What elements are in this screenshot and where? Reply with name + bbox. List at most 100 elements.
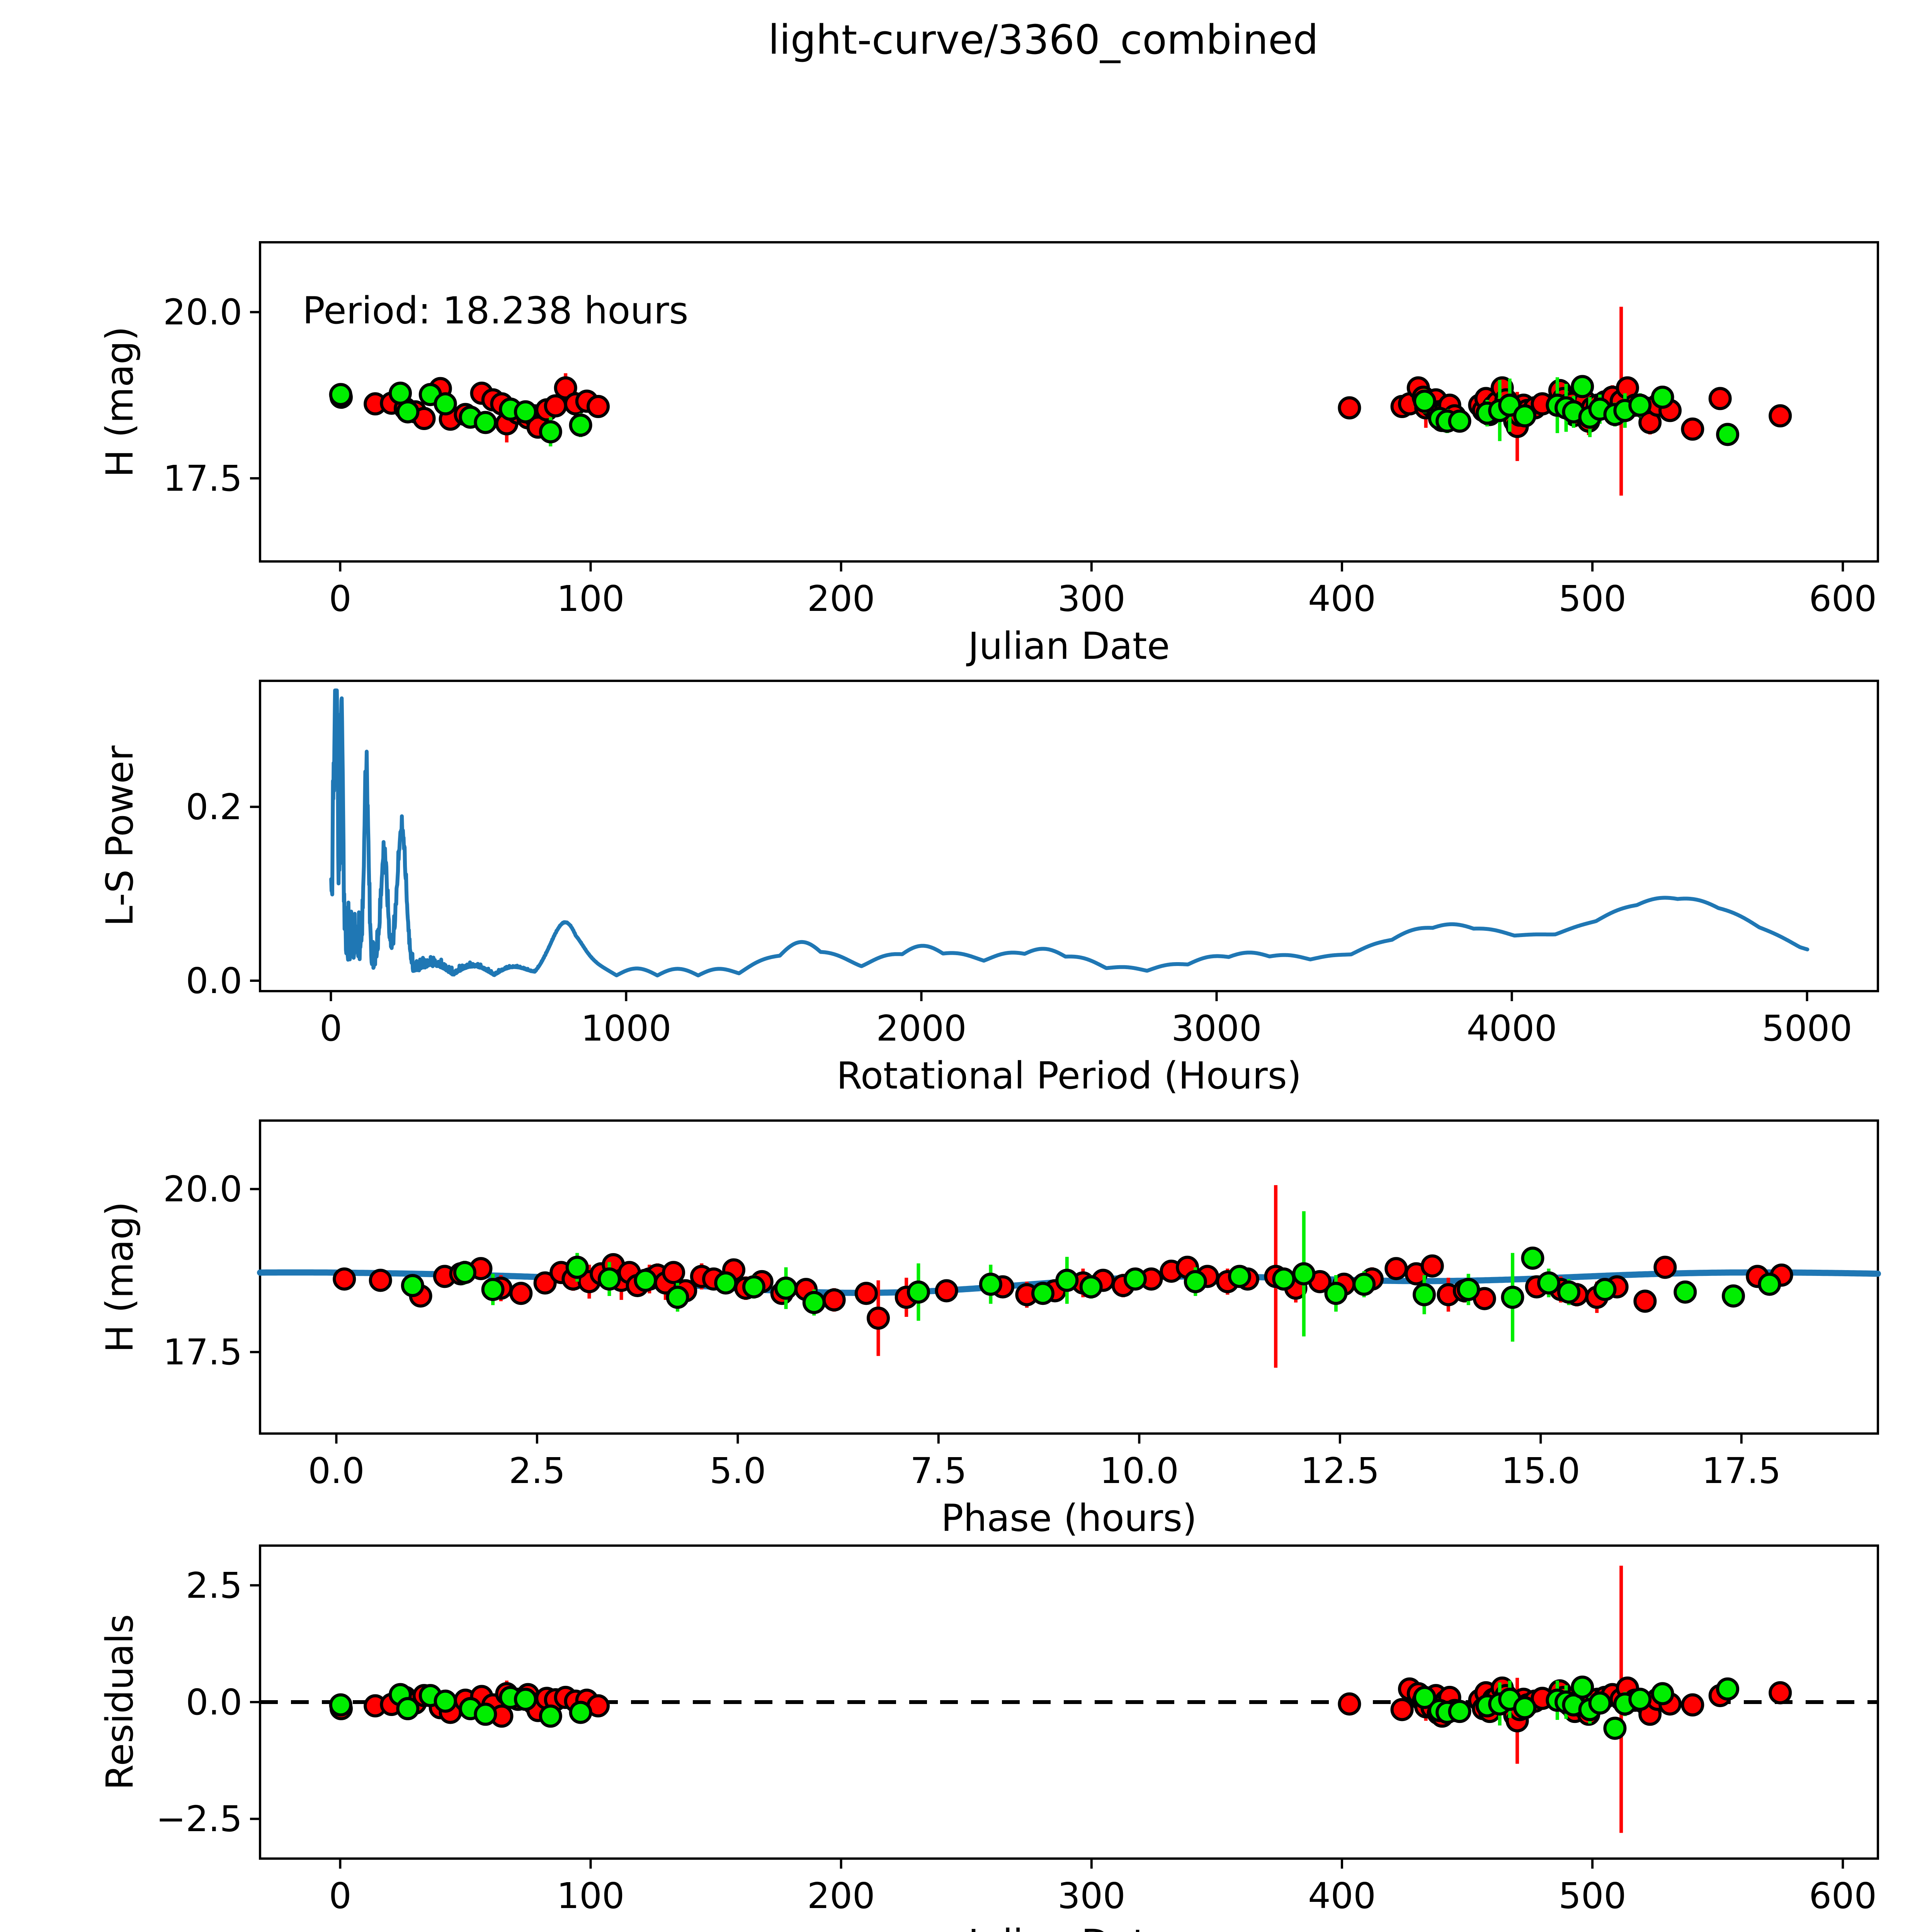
data-point (1390, 1698, 1414, 1721)
data-point (434, 392, 457, 416)
data-point (474, 411, 497, 434)
data-point (1272, 1267, 1296, 1291)
x-tick-label: 0 (320, 1008, 342, 1049)
series-green-band (329, 1675, 1740, 1740)
x-tick-label: 0.0 (308, 1450, 364, 1492)
x-tick-label: 7.5 (910, 1450, 967, 1492)
data-point (333, 1267, 356, 1291)
data-point (434, 1689, 457, 1713)
data-point (533, 1271, 557, 1295)
panel-phasefold: 0.0 2.5 5.0 7.5 10.0 12.5 15.0 17.5 Phase (hours… (98, 1119, 1881, 1540)
data-point (1413, 1685, 1436, 1709)
x-axis-label: Julian Date (966, 1922, 1170, 1932)
y-tick-label: 17.5 (163, 458, 242, 499)
x-tick-label: 0 (329, 578, 352, 619)
data-point (854, 1282, 878, 1305)
data-point (539, 420, 562, 444)
data-point (1571, 375, 1594, 398)
data-point (1184, 1270, 1207, 1293)
data-point (569, 1701, 592, 1724)
data-point (1537, 1271, 1561, 1295)
data-point (329, 383, 352, 406)
period-annotation: Period: 18.238 hours (303, 289, 689, 332)
panel-lightcurve: 0 100 200 300 400 500 600 Julian Date 20.0 17.5 H … (98, 241, 1879, 668)
y-axis-label: L-S Power (98, 745, 141, 927)
y-tick-label: 20.0 (163, 292, 242, 333)
data-point (481, 1278, 505, 1301)
x-tick-label: 300 (1058, 578, 1126, 619)
data-point (1588, 1691, 1612, 1715)
data-point (1681, 1693, 1704, 1717)
x-tick-label: 400 (1308, 1875, 1376, 1917)
data-point (1413, 389, 1436, 413)
data-point (1338, 1692, 1361, 1716)
y-tick-label: 0.0 (186, 1682, 242, 1723)
data-point (662, 1261, 685, 1284)
data-point (514, 400, 537, 423)
data-point (1079, 1275, 1103, 1299)
periodogram-line (329, 688, 1810, 978)
panel-lightcurve-frame (259, 241, 1879, 563)
data-point (1571, 1675, 1594, 1699)
data-point (1513, 1696, 1537, 1719)
data-point (1708, 387, 1732, 410)
x-tick-label: 100 (557, 1875, 625, 1917)
data-point (565, 1255, 589, 1279)
data-point (396, 1697, 420, 1720)
data-point (1448, 1700, 1471, 1723)
data-point (369, 1269, 392, 1292)
data-point (1716, 423, 1740, 446)
data-point (714, 1271, 738, 1295)
data-point (1055, 1269, 1079, 1292)
x-tick-label: 600 (1809, 1875, 1877, 1917)
data-point (1769, 404, 1792, 428)
panel-periodogram: 0 1000 2000 3000 4000 5000 Rotational Period (… (98, 680, 1879, 1097)
x-tick-label: 100 (557, 578, 625, 619)
data-point (1501, 1286, 1524, 1309)
data-point (1721, 1284, 1745, 1308)
data-point (935, 1279, 958, 1303)
x-tick-label: 5.0 (709, 1450, 766, 1492)
x-tick-label: 12.5 (1300, 1450, 1379, 1492)
y-tick-label: 17.5 (163, 1332, 242, 1373)
x-tick-label: 500 (1558, 1875, 1626, 1917)
data-point (539, 1704, 562, 1728)
x-tick-label: 300 (1058, 1875, 1126, 1917)
data-point (1352, 1272, 1376, 1296)
data-point (802, 1291, 826, 1314)
y-axis-label: Residuals (98, 1614, 141, 1790)
x-tick-label: 1000 (581, 1008, 671, 1049)
data-point (634, 1269, 657, 1292)
x-tick-label: 4000 (1467, 1008, 1557, 1049)
data-point (514, 1687, 537, 1711)
data-point (866, 1306, 890, 1330)
data-point (1031, 1282, 1054, 1305)
series-green-band (401, 1211, 1781, 1342)
data-point (1653, 1255, 1677, 1279)
data-point (1338, 396, 1361, 420)
data-point (1758, 1272, 1781, 1296)
data-point (1603, 1716, 1627, 1740)
data-point (1628, 1687, 1652, 1711)
x-tick-label: 400 (1308, 578, 1376, 619)
data-point (1716, 1677, 1740, 1701)
data-point (1412, 1283, 1436, 1306)
x-axis-label: Julian Date (966, 624, 1170, 668)
x-tick-label: 0 (329, 1875, 352, 1917)
data-point (1593, 1278, 1617, 1301)
data-point (388, 381, 412, 405)
data-point (1420, 1254, 1444, 1278)
data-point (1521, 1247, 1544, 1270)
x-tick-label: 200 (807, 1875, 875, 1917)
data-point (329, 1693, 352, 1717)
data-point (396, 400, 420, 423)
x-tick-label: 2.5 (509, 1450, 565, 1492)
x-axis-label: Rotational Period (Hours) (837, 1054, 1302, 1097)
data-point (554, 376, 577, 400)
y-tick-label: 0.0 (186, 960, 242, 1002)
data-point (1557, 1280, 1581, 1304)
x-tick-label: 2000 (876, 1008, 966, 1049)
data-point (1651, 1682, 1674, 1706)
data-point (1681, 417, 1704, 441)
